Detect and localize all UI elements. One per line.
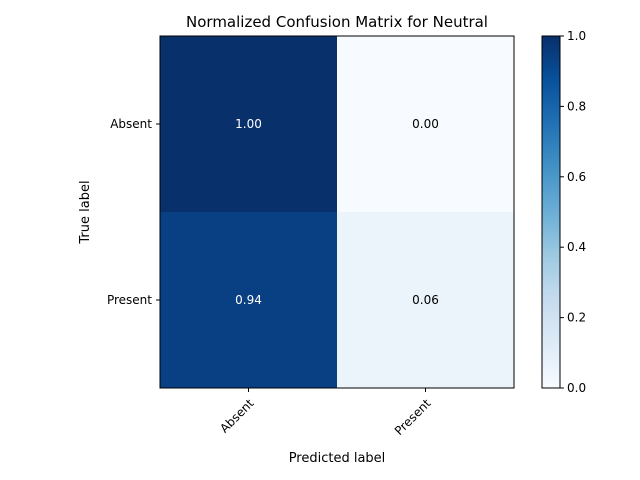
colorbar bbox=[541, 35, 561, 389]
plot-frame bbox=[159, 35, 515, 389]
colorbar-ticks: 0.0 0.2 0.4 0.6 0.8 1.0 bbox=[560, 29, 586, 395]
colorbar-tick-label: 0.4 bbox=[567, 240, 586, 254]
colorbar-tick-label: 0.8 bbox=[567, 99, 586, 113]
chart-title: Normalized Confusion Matrix for Neutral bbox=[186, 13, 488, 31]
colorbar-tick-label: 1.0 bbox=[567, 29, 586, 43]
colorbar-tick-label: 0.2 bbox=[567, 311, 586, 325]
heatmap-cell bbox=[160, 36, 337, 212]
heatmap-cells bbox=[160, 36, 514, 388]
x-tick-label: Present bbox=[392, 396, 434, 438]
x-tick-label: Absent bbox=[217, 396, 257, 436]
y-axis-ticks: Absent Present bbox=[107, 117, 160, 307]
cell-value-label: 0.94 bbox=[235, 293, 262, 307]
y-axis-label: True label bbox=[78, 180, 93, 244]
x-axis-label: Predicted label bbox=[289, 451, 386, 466]
heatmap-cell bbox=[337, 36, 514, 212]
cell-value-label: 1.00 bbox=[235, 117, 262, 131]
heatmap-cell bbox=[337, 212, 514, 388]
heatmap-cell bbox=[160, 212, 337, 388]
y-tick-label: Absent bbox=[110, 117, 152, 131]
x-axis-ticks: Absent Present bbox=[217, 388, 434, 438]
y-tick-label: Present bbox=[107, 293, 152, 307]
cell-value-label: 0.00 bbox=[412, 117, 439, 131]
cell-value-label: 0.06 bbox=[412, 293, 439, 307]
heatmap-cell-labels: 1.00 0.00 0.94 0.06 bbox=[235, 117, 439, 307]
colorbar-tick-label: 0.0 bbox=[567, 381, 586, 395]
colorbar-tick-label: 0.6 bbox=[567, 170, 586, 184]
